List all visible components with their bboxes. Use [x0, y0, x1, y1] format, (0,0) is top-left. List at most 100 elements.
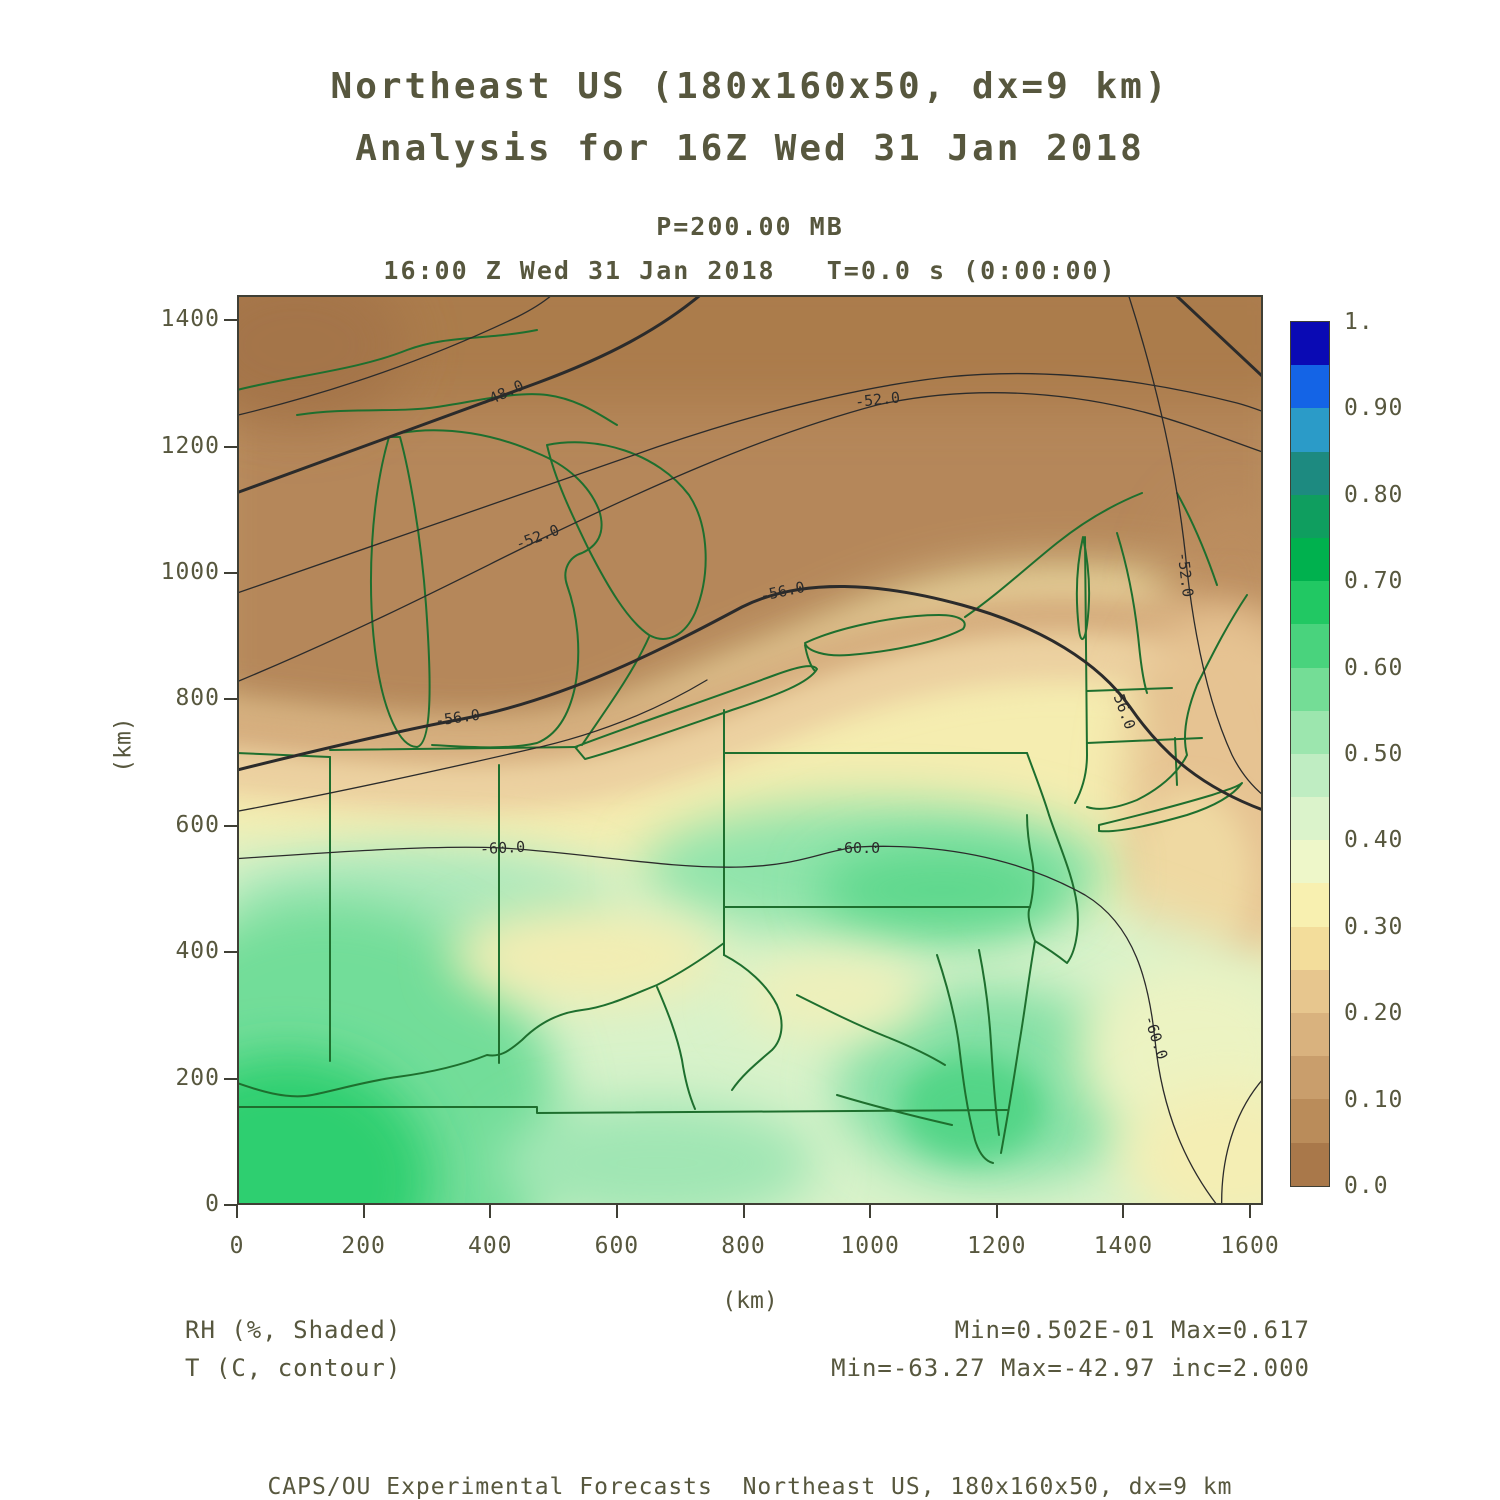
vt-nh-border	[1116, 532, 1148, 694]
st-lawrence-river	[964, 492, 1143, 618]
y-tick-label: 0	[205, 1191, 220, 1217]
x-tick-mark	[1122, 1205, 1125, 1218]
x-tick-label: 200	[341, 1233, 386, 1259]
colorbar-segment	[1291, 753, 1329, 798]
y-tick-label: 200	[175, 1064, 220, 1091]
temperature-contours	[237, 295, 1263, 1205]
colorbar-tick-label: 0.30	[1344, 913, 1404, 940]
ohio-river	[237, 942, 725, 1098]
contour--62	[1221, 1078, 1263, 1205]
y-tick-label: 1400	[160, 306, 220, 333]
long-island	[1098, 782, 1243, 833]
colorbar-segment	[1291, 322, 1329, 366]
ma-north-border	[1086, 687, 1173, 692]
ky-wv-border	[656, 986, 696, 1110]
y-tick-mark	[224, 445, 237, 448]
contour--46	[237, 295, 553, 416]
colorbar-tick-label: 0.0	[1344, 1173, 1389, 1199]
lake-erie	[574, 665, 818, 760]
colorbar-tick-label: 0.10	[1344, 1086, 1404, 1113]
y-tick-label: 1200	[160, 432, 220, 459]
y-tick-mark	[224, 824, 237, 827]
james-river	[836, 1094, 953, 1126]
colorbar-tick-label: 0.80	[1344, 481, 1404, 508]
michigan-outline	[399, 429, 603, 749]
colorbar-tick-label: 1.	[1344, 309, 1374, 335]
contour--48	[237, 295, 703, 495]
x-tick-mark	[1249, 1205, 1252, 1218]
colorbar-tick-label: 0.50	[1344, 741, 1404, 767]
colorbar-tick-label: 0.20	[1344, 1000, 1404, 1027]
chesapeake-west-shore	[936, 954, 994, 1164]
contour--60	[237, 845, 1218, 1205]
niagara-river	[804, 644, 816, 672]
y-axis-label: (km)	[110, 717, 137, 773]
new-england-coast	[1086, 594, 1248, 810]
lake-champlain	[1075, 536, 1091, 640]
ma-ct-border	[1086, 737, 1203, 744]
y-tick-mark	[224, 1204, 237, 1206]
y-tick-label: 600	[175, 811, 220, 838]
colorbar-segment	[1291, 1099, 1329, 1143]
credit-line: CAPS/OU Experimental Forecasts Northeast…	[267, 1474, 1233, 1500]
contour--56-companion	[237, 679, 708, 812]
plot-frame	[237, 295, 1263, 1205]
colorbar-segment	[1291, 969, 1329, 1013]
x-tick-mark	[236, 1205, 238, 1218]
colorbar-segment	[1291, 667, 1329, 711]
x-tick-label: 0	[229, 1233, 245, 1259]
x-tick-label: 1600	[1220, 1233, 1280, 1259]
lake-ontario	[804, 614, 966, 657]
x-tick-label: 600	[594, 1233, 640, 1259]
x-tick-mark	[995, 1205, 998, 1218]
contour-label--52-east: -52.0	[1174, 551, 1197, 598]
x-tick-label: 400	[467, 1233, 513, 1259]
ny-east-border	[1074, 536, 1088, 804]
colorbar-segment	[1291, 883, 1329, 927]
footer-stats-temp: Min=-63.27 Max=-42.97 inc=2.000	[831, 1354, 1310, 1382]
colorbar-segment	[1291, 581, 1329, 625]
state-borders	[237, 329, 1248, 1164]
y-tick-mark	[224, 1077, 237, 1080]
contour--52-northeast	[1127, 295, 1263, 796]
y-tick-mark	[224, 698, 237, 701]
footer-field-contour: T (C, contour)	[185, 1354, 402, 1382]
contour-label--60-center: -60.0	[835, 839, 880, 857]
x-tick-label: 800	[721, 1233, 766, 1259]
wv-va-border	[723, 954, 783, 1091]
colorbar-segment	[1291, 840, 1329, 884]
delaware-river-upper	[1026, 752, 1050, 816]
colorbar-segment	[1291, 710, 1329, 754]
pressure-level-label: P=200.00 MB	[656, 212, 844, 241]
x-tick-label: 1000	[840, 1233, 900, 1259]
x-tick-label: 1200	[967, 1233, 1027, 1259]
contour--56	[237, 585, 1263, 812]
colorbar	[1290, 321, 1330, 1187]
y-tick-mark	[224, 572, 237, 574]
ct-ri-border	[1174, 737, 1178, 786]
y-tick-mark	[224, 951, 237, 954]
colorbar-segment	[1291, 1142, 1329, 1186]
x-tick-mark	[615, 1205, 618, 1218]
colorbar-segment	[1291, 926, 1329, 970]
contour--52	[237, 392, 1263, 683]
colorbar-segment	[1291, 1056, 1329, 1100]
wi-il-border	[237, 752, 331, 758]
y-tick-label: 1000	[160, 559, 220, 585]
colorbar-segment	[1291, 365, 1329, 409]
chesapeake-east-shore	[978, 949, 1000, 1136]
contour-label--52-north: -52.0	[854, 388, 901, 411]
detroit-river	[581, 636, 650, 746]
potomac-river	[796, 994, 946, 1066]
colorbar-tick-label: 0.70	[1344, 568, 1404, 595]
x-tick-mark	[489, 1205, 492, 1218]
contour-label--60-west: -60.0	[480, 838, 526, 858]
upper-peninsula	[296, 393, 618, 426]
colorbar-tick-label: 0.60	[1344, 654, 1404, 681]
title-line-1: Northeast US (180x160x50, dx=9 km)	[330, 66, 1170, 107]
y-tick-label: 800	[175, 685, 220, 712]
footer-stats-rh: Min=0.502E-01 Max=0.617	[954, 1316, 1310, 1344]
nh-me-border	[1176, 492, 1218, 586]
contour--50	[237, 372, 1263, 594]
y-tick-label: 400	[175, 938, 220, 965]
